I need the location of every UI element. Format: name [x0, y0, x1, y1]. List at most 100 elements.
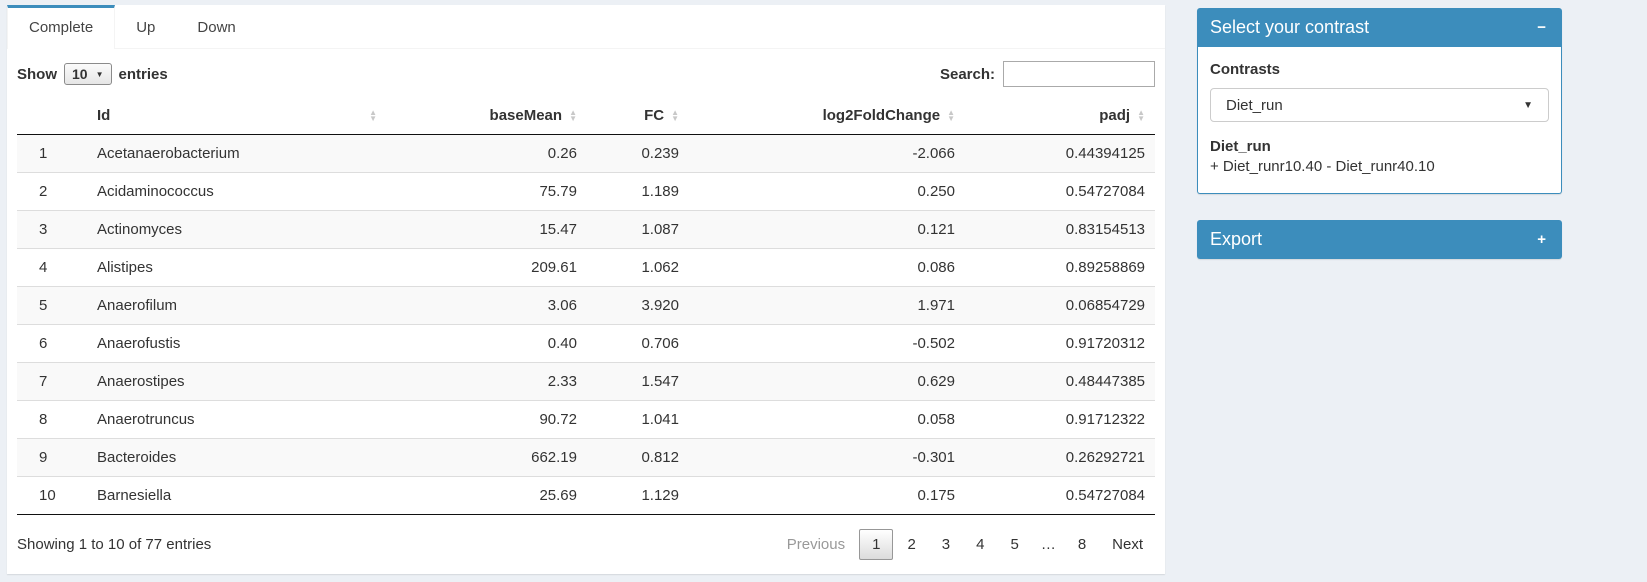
cell-log2fc: 0.058	[917, 411, 955, 428]
table-row: 8 Anaerotruncus 90.72 1.041 0.058 0.91712322	[17, 401, 1155, 439]
cell-log2fc: -0.502	[912, 335, 955, 352]
table-row: 5 Anaerofilum 3.06 3.920 1.971 0.06854729	[17, 286, 1155, 325]
table-row: 1 Acetanaerobacterium 0.26 0.239 -2.066 0.443…	[17, 134, 1155, 173]
cell-baseMean: 15.47	[539, 221, 577, 238]
header-log2foldchange[interactable]: log2FoldChange ▲ ▼	[689, 97, 965, 135]
cell-fc: 3.920	[641, 297, 679, 314]
cell-num: 10	[39, 487, 56, 504]
header-log2foldchange-label: log2FoldChange	[822, 107, 941, 124]
header-rownum[interactable]	[17, 97, 87, 135]
cell-padj: 0.48447385	[1065, 373, 1145, 390]
contrast-select[interactable]: Diet_run ▼	[1210, 88, 1549, 122]
page-button-2[interactable]: 2	[907, 536, 916, 553]
cell-id: Anaerofustis	[97, 335, 181, 352]
tab-content: Show 10 ▼ entries Search:	[7, 49, 1165, 574]
cell-padj: 0.26292721	[1065, 449, 1145, 466]
cell-baseMean: 3.06	[547, 297, 577, 314]
cell-padj: 0.91712322	[1065, 411, 1145, 428]
contrast-box-body: Contrasts Diet_run ▼ Diet_run + Diet_run…	[1197, 47, 1562, 194]
cell-fc: 0.239	[641, 145, 679, 162]
cell-num: 4	[39, 259, 48, 276]
cell-id: Acidaminococcus	[97, 183, 214, 200]
cell-fc: 0.706	[641, 335, 679, 352]
cell-id: Anaerotruncus	[97, 411, 195, 428]
cell-padj: 0.89258869	[1065, 259, 1145, 276]
cell-num: 2	[39, 183, 48, 200]
tab-down[interactable]: Down	[197, 19, 236, 36]
search-input[interactable]	[1003, 61, 1155, 87]
cell-padj: 0.54727084	[1065, 183, 1145, 200]
page-button-3[interactable]: 3	[941, 536, 951, 553]
cell-fc: 1.087	[641, 221, 679, 238]
contrast-formula: + Diet_runr10.40 - Diet_runr40.10	[1210, 158, 1435, 175]
table-footer: Showing 1 to 10 of 77 entries Previous 1 2…	[17, 515, 1155, 568]
header-padj[interactable]: padj ▲ ▼	[965, 97, 1155, 135]
contrast-box: Select your contrast − Contrasts Diet_ru…	[1197, 8, 1562, 194]
page-button-4[interactable]: 4	[976, 536, 985, 553]
cell-num: 3	[39, 221, 48, 238]
cell-id: Anaerostipes	[97, 373, 185, 390]
cell-num: 1	[39, 145, 48, 162]
cell-padj: 0.06854729	[1065, 297, 1145, 314]
cell-log2fc: 0.086	[917, 259, 955, 276]
cell-fc: 1.189	[641, 183, 679, 200]
table-row: 7 Anaerostipes 2.33 1.547 0.629 0.48447385	[17, 362, 1155, 401]
cell-log2fc: 0.629	[917, 373, 955, 390]
cell-baseMean: 0.40	[547, 335, 577, 352]
cell-padj: 0.54727084	[1065, 487, 1145, 504]
tab-bar: Complete Up Down	[7, 5, 1165, 49]
cell-id: Actinomyces	[97, 221, 183, 238]
cell-id: Bacteroides	[97, 449, 177, 466]
table-row: 6 Anaerofustis 0.40 0.706 -0.502 0.91720312	[17, 325, 1155, 363]
sort-icon: ▲ ▼	[369, 107, 377, 123]
table-controls: Show 10 ▼ entries Search:	[17, 61, 1155, 87]
contrast-box-header[interactable]: Select your contrast −	[1197, 8, 1562, 47]
pagination: Previous 1 2 3 4 5 … 8 Next	[773, 529, 1155, 560]
search-label: Search:	[939, 65, 995, 83]
results-table: Id ▲ ▼ baseMean ▲ ▼ FC	[17, 97, 1155, 515]
export-box: Export +	[1197, 220, 1562, 259]
header-id[interactable]: Id ▲ ▼	[87, 97, 387, 135]
table-row: 10 Barnesiella 25.69 1.129 0.175 0.54727084	[17, 477, 1155, 515]
header-fc-label: FC	[644, 107, 665, 124]
header-id-label: Id	[97, 107, 111, 124]
collapse-plus-icon[interactable]: +	[1537, 231, 1546, 248]
header-basemean[interactable]: baseMean ▲ ▼	[387, 97, 587, 135]
page-length-select[interactable]: 10 ▼	[64, 63, 112, 85]
cell-baseMean: 0.26	[547, 145, 577, 162]
table-row: 9 Bacteroides 662.19 0.812 -0.301 0.26292721	[17, 438, 1155, 477]
page-button-5[interactable]: 5	[1010, 536, 1019, 553]
contrast-name: Diet_run	[1210, 138, 1271, 155]
page-length-control: Show 10 ▼ entries	[17, 63, 168, 85]
sort-icon: ▲ ▼	[569, 107, 577, 123]
cell-log2fc: 0.121	[917, 221, 955, 238]
cell-fc: 1.547	[641, 373, 679, 390]
tab-up[interactable]: Up	[136, 19, 156, 36]
sort-icon: ▲ ▼	[671, 107, 679, 123]
next-button[interactable]: Next	[1112, 536, 1143, 553]
header-basemean-label: baseMean	[489, 107, 563, 124]
export-box-header[interactable]: Export +	[1197, 220, 1562, 259]
cell-log2fc: -2.066	[912, 145, 955, 162]
page-button-1[interactable]: 1	[859, 529, 894, 560]
tab-complete[interactable]: Complete	[7, 5, 116, 49]
cell-baseMean: 2.33	[547, 373, 577, 390]
cell-log2fc: 0.250	[917, 183, 955, 200]
page-length-value: 10	[72, 66, 88, 82]
sort-icon: ▲ ▼	[1137, 107, 1145, 123]
cell-num: 8	[39, 411, 48, 428]
sidebar: Select your contrast − Contrasts Diet_ru…	[1197, 8, 1562, 259]
cell-fc: 1.041	[641, 411, 679, 428]
cell-num: 6	[39, 335, 48, 352]
header-fc[interactable]: FC ▲ ▼	[587, 97, 689, 135]
pagination-ellipsis: …	[1040, 536, 1056, 553]
collapse-minus-icon[interactable]: −	[1537, 19, 1546, 36]
page-button-8[interactable]: 8	[1077, 536, 1087, 553]
caret-down-icon: ▼	[95, 69, 104, 79]
cell-padj: 0.83154513	[1065, 221, 1145, 238]
table-header-row: Id ▲ ▼ baseMean ▲ ▼ FC	[17, 97, 1155, 135]
previous-button[interactable]: Previous	[786, 536, 846, 553]
cell-baseMean: 662.19	[531, 449, 577, 466]
contrast-box-title: Select your contrast	[1210, 17, 1370, 37]
